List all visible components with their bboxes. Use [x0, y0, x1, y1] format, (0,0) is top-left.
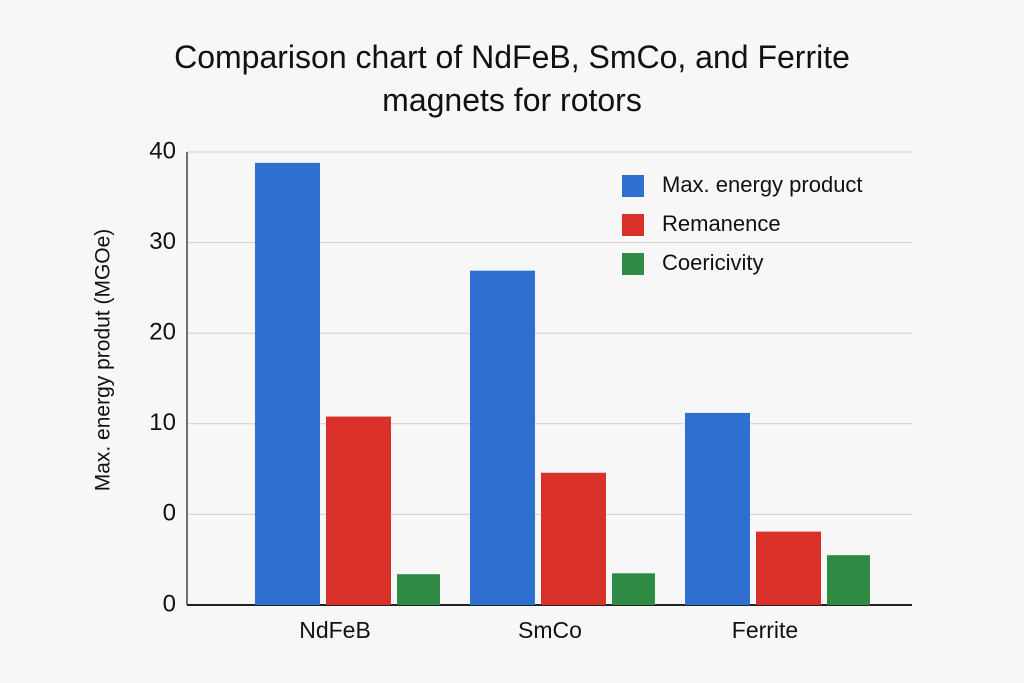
bar [470, 270, 535, 605]
legend-label: Remanence [662, 211, 781, 236]
bar [827, 555, 870, 605]
legend-swatch [622, 175, 644, 197]
bar [397, 574, 440, 605]
legend-label: Coericivity [662, 250, 763, 275]
bar [326, 416, 391, 605]
y-tick-label: 30 [149, 228, 176, 255]
y-axis-label: Max. energy produt (MGOe) [92, 229, 115, 492]
bar [756, 531, 821, 605]
y-tick-label: 0 [163, 590, 176, 617]
y-tick-label: 10 [149, 409, 176, 436]
x-tick-label: NdFeB [299, 617, 371, 643]
y-tick-label: 20 [149, 319, 176, 346]
bar [612, 573, 655, 605]
x-tick-label: Ferrite [732, 617, 798, 643]
y-tick-label: 40 [149, 137, 176, 164]
y-tick-label: 0 [163, 500, 176, 527]
bar [685, 412, 750, 605]
bar [255, 162, 320, 605]
legend-swatch [622, 253, 644, 275]
chart-title: Comparison chart of NdFeB, SmCo, and Fer… [174, 39, 850, 118]
x-tick-label: SmCo [518, 617, 582, 643]
legend-label: Max. energy product [662, 172, 863, 197]
bar [541, 472, 606, 605]
legend-swatch [622, 214, 644, 236]
